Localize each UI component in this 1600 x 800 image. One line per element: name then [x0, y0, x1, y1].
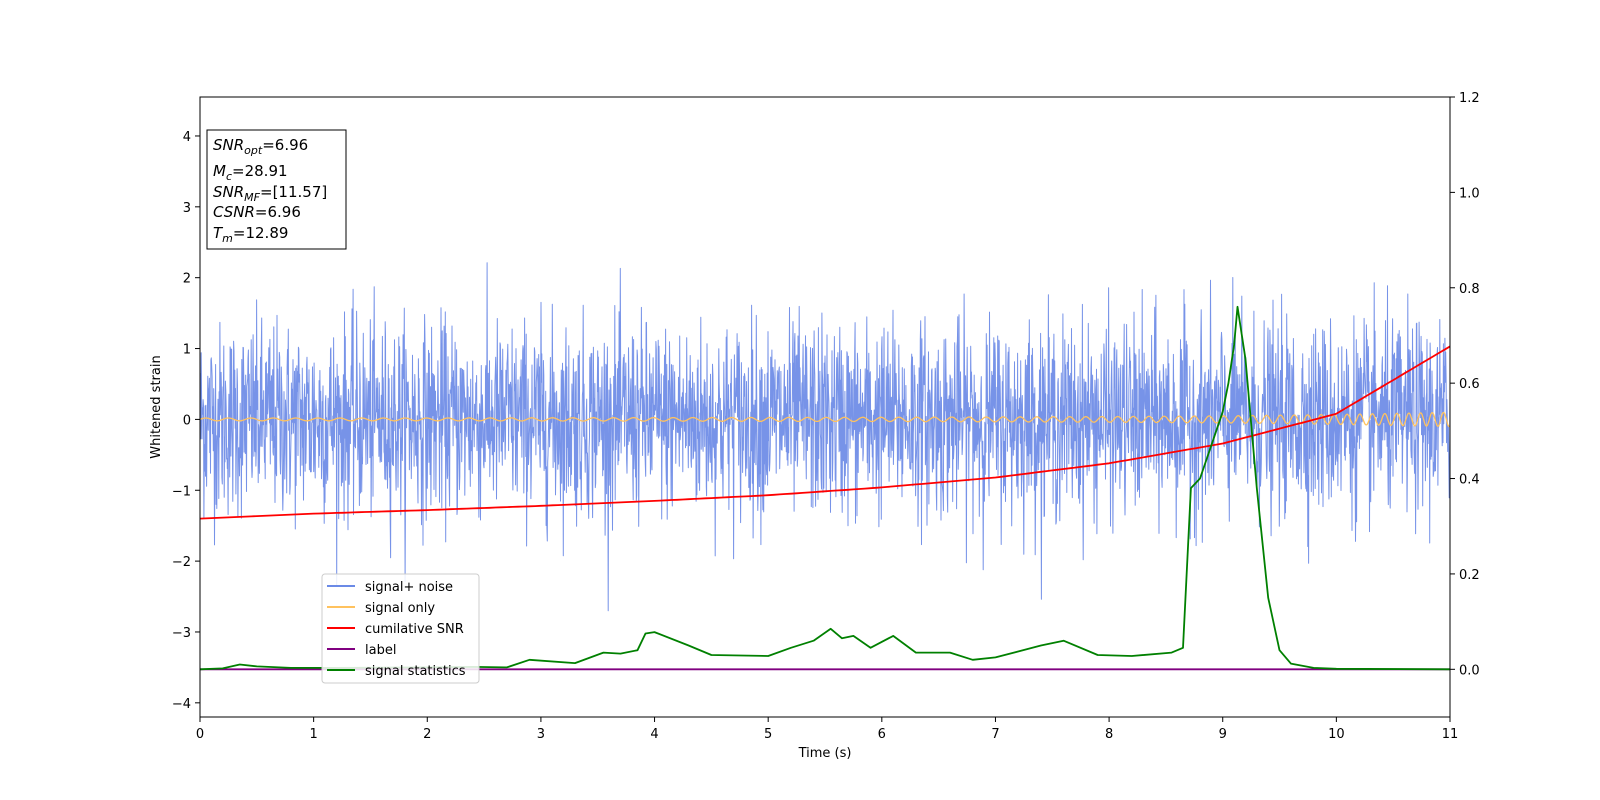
x-tick-label: 0: [196, 727, 204, 742]
x-tick-label: 3: [537, 727, 545, 742]
x-axis-label: Time (s): [798, 746, 852, 761]
y2-tick-label: 1.2: [1459, 91, 1480, 106]
x-tick-label: 5: [764, 727, 772, 742]
annotation-line: CSNR=6.96: [213, 203, 301, 221]
series-line-signal-noise: [200, 262, 1450, 612]
legend-label: label: [365, 643, 396, 658]
y-tick-label: −2: [172, 555, 191, 570]
y2-tick-label: 0.4: [1459, 473, 1480, 488]
y-tick-label: 0: [183, 413, 191, 428]
y-axis-right: 0.0 0.2 0.4 0.6 0.8 1.0 1.2: [1450, 91, 1480, 678]
annotation-box: SNRopt=6.96 Mc=28.91SNRMF=[11.57]CSNR=6.9…: [206, 129, 347, 250]
legend-label: signal only: [365, 601, 435, 616]
y-tick-label: −3: [172, 626, 191, 641]
x-tick-label: 10: [1328, 727, 1345, 742]
y-tick-label: −1: [172, 484, 191, 499]
legend-label: signal statistics: [365, 664, 466, 679]
legend: signal+ noise signal only cumilative SNR la…: [321, 573, 480, 684]
y-tick-label: 4: [183, 130, 191, 145]
y-axis-label: Whitened strain: [149, 355, 164, 458]
x-tick-label: 4: [650, 727, 658, 742]
x-tick-label: 11: [1442, 727, 1459, 742]
x-tick-label: 8: [1105, 727, 1113, 742]
legend-label: signal+ noise: [365, 580, 453, 595]
legend-label: cumilative SNR: [365, 622, 464, 637]
y-tick-label: 3: [183, 201, 191, 216]
y-tick-label: −4: [172, 697, 191, 712]
annotation-frame: [206, 129, 347, 250]
axes-frame: [199, 96, 1451, 718]
legend-frame: [321, 573, 480, 684]
x-tick-label: 2: [423, 727, 431, 742]
x-tick-label: 6: [878, 727, 886, 742]
x-tick-label: 1: [309, 727, 317, 742]
y-axis-left: −4 −3 −2 −1 0 1 2 3 4: [172, 130, 200, 712]
y-tick-label: 1: [183, 343, 191, 358]
annotation-line: Tm=12.89: [213, 224, 288, 245]
series-line-signal-statistics: [200, 305, 1450, 671]
x-tick-label: 9: [1219, 727, 1227, 742]
x-axis: 0 1 2 3 4 5 6 7 8 9 10 11: [196, 717, 1458, 742]
y2-tick-label: 0.8: [1459, 282, 1480, 297]
series-line-cumilative-snr: [200, 345, 1450, 520]
y2-tick-label: 1.0: [1459, 186, 1480, 201]
annotation-line: SNRopt=6.96: [213, 136, 308, 157]
x-tick-label: 7: [991, 727, 999, 742]
y2-tick-label: 0.0: [1459, 663, 1480, 678]
annotation-line: Mc=28.91: [213, 162, 288, 183]
annotation-line: SNRMF=[11.57]: [213, 183, 327, 204]
y-tick-label: 2: [183, 272, 191, 287]
y2-tick-label: 0.6: [1459, 377, 1480, 392]
series-line-signal-only: [200, 411, 1450, 428]
y2-tick-label: 0.2: [1459, 568, 1480, 583]
